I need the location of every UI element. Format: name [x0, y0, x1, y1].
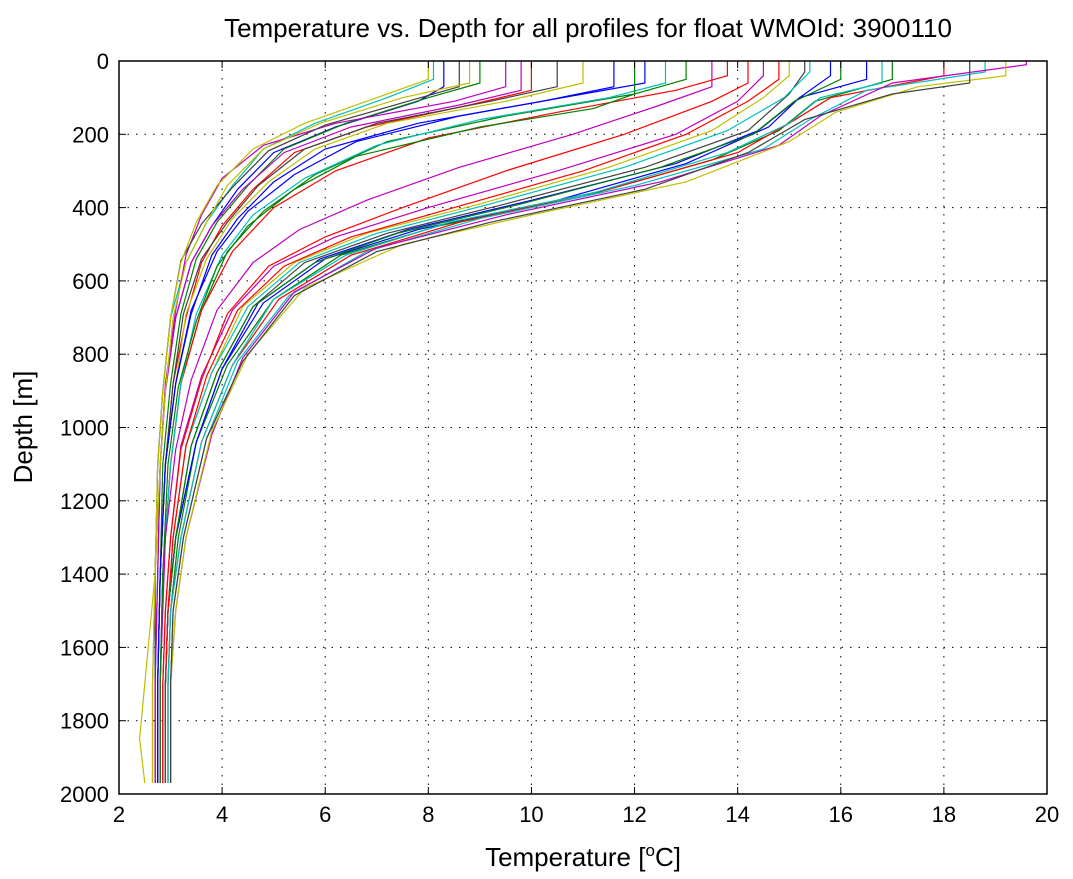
profile-line [167, 61, 893, 783]
profile-line [164, 61, 842, 783]
profile-line [167, 61, 945, 783]
y-tick-label: 1400 [60, 562, 109, 587]
y-tick-label: 200 [72, 122, 109, 147]
profile-line [154, 61, 460, 783]
profile-line [154, 61, 522, 783]
profile-line [170, 61, 1007, 783]
x-axis-label-unit: C] [655, 842, 681, 872]
x-tick-label: 18 [932, 802, 956, 827]
x-tick-label: 16 [829, 802, 853, 827]
profile-line [170, 61, 971, 783]
x-tick-label: 4 [216, 802, 228, 827]
x-tick-label: 10 [519, 802, 543, 827]
x-tick-label: 2 [113, 802, 125, 827]
grid [119, 61, 1047, 794]
profile-line [164, 61, 790, 783]
profile-line [167, 61, 883, 783]
profile-lines [138, 61, 1028, 784]
x-axis: 2 4 6 8 10 12 14 16 18 20 [113, 61, 1059, 827]
profile-line [164, 61, 868, 783]
y-tick-label: 600 [72, 269, 109, 294]
x-tick-label: 20 [1035, 802, 1059, 827]
profile-line [162, 61, 749, 783]
profile-line [138, 61, 471, 784]
y-tick-label: 1600 [60, 635, 109, 660]
profile-line [159, 61, 729, 783]
y-axis-label: Depth [m] [8, 371, 38, 484]
y-tick-label: 800 [72, 342, 109, 367]
profile-line [154, 61, 445, 783]
x-axis-label-sup: o [645, 841, 654, 860]
y-axis: 0 200 400 600 800 1000 1200 1400 1600 1800 2000 [60, 49, 1047, 807]
profile-line [157, 61, 615, 783]
profile-line [157, 61, 646, 783]
y-tick-label: 1000 [60, 416, 109, 441]
x-axis-label: Temperature [oC] [485, 841, 681, 872]
x-axis-label-text: Temperature [ [485, 842, 646, 872]
profile-line [159, 61, 687, 783]
x-tick-label: 6 [319, 802, 331, 827]
profile-line [157, 61, 584, 783]
profile-line [164, 61, 806, 783]
profile-line [159, 61, 713, 783]
profile-line [157, 61, 481, 783]
x-tick-label: 12 [622, 802, 646, 827]
y-tick-label: 400 [72, 196, 109, 221]
y-tick-label: 2000 [60, 782, 109, 807]
profile-line [170, 61, 1028, 783]
y-tick-label: 0 [97, 49, 109, 74]
x-tick-label: 8 [422, 802, 434, 827]
chart-title: Temperature vs. Depth for all profiles f… [224, 13, 952, 43]
profile-line [157, 61, 558, 783]
profile-line [164, 61, 811, 783]
profile-line [164, 61, 780, 783]
y-tick-label: 1200 [60, 489, 109, 514]
x-tick-label: 14 [725, 802, 749, 827]
y-tick-label: 1800 [60, 709, 109, 734]
profile-line [159, 61, 667, 783]
profile-line [159, 61, 636, 783]
